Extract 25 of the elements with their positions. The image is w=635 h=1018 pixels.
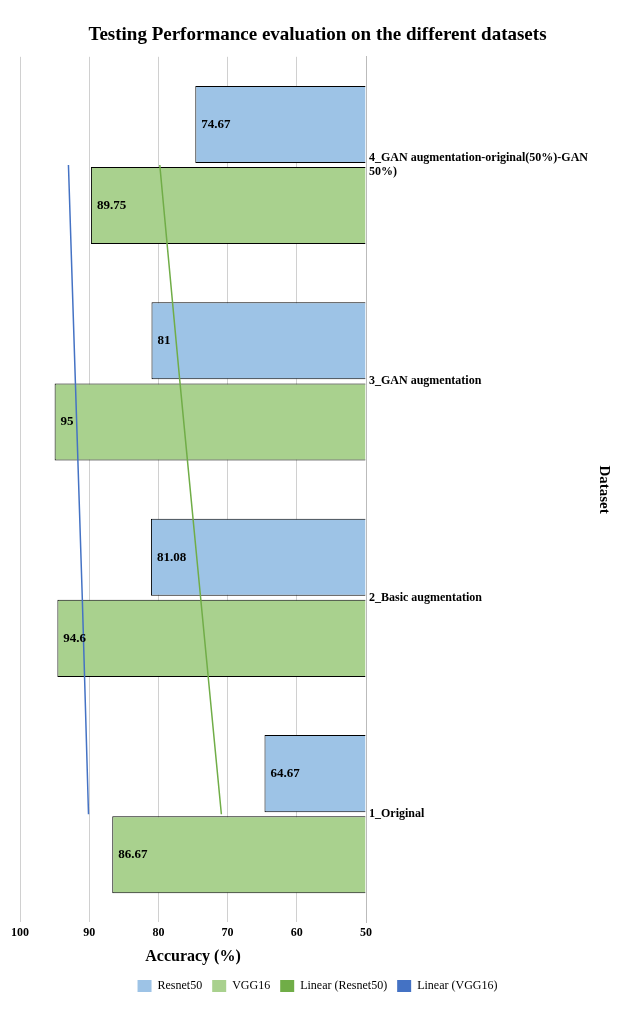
data-label: 64.67	[270, 764, 301, 780]
data-label: 74.67	[201, 115, 232, 131]
data-label: 81	[157, 332, 171, 348]
legend-label: Linear (VGG16)	[417, 978, 498, 993]
chart-title: Testing Performance evaluation on the different datasets	[88, 23, 547, 45]
data-label: 89.75	[96, 196, 127, 212]
x-tick-label: 50	[360, 924, 373, 939]
x-tick-label: 70	[221, 924, 234, 939]
data-label: 95	[60, 413, 75, 429]
x-tick-label: 60	[290, 924, 303, 939]
y-tick-label: 1_Original	[369, 806, 426, 821]
legend-label: Resnet50	[157, 978, 203, 993]
x-tick-label: 80	[152, 924, 165, 939]
data-label: 81.08	[156, 548, 187, 564]
data-label: 94.6	[63, 629, 87, 645]
data-label: 86.67	[118, 846, 148, 862]
y-tick-label: 3_GAN augmentation	[369, 373, 482, 388]
x-tick-label: 90	[83, 924, 96, 939]
y-axis-title: Dataset	[597, 465, 614, 514]
x-tick-label: 100	[11, 924, 29, 939]
y-tick-label: 2_Basic augmentation	[369, 589, 483, 604]
y-tick-label: 4_GAN augmentation-original(50%)-GAN 50%)	[369, 149, 589, 179]
x-axis-title: Accuracy (%)	[145, 946, 241, 965]
legend-label: VGG16	[232, 978, 271, 993]
legend-label: Linear (Resnet50)	[300, 978, 388, 993]
